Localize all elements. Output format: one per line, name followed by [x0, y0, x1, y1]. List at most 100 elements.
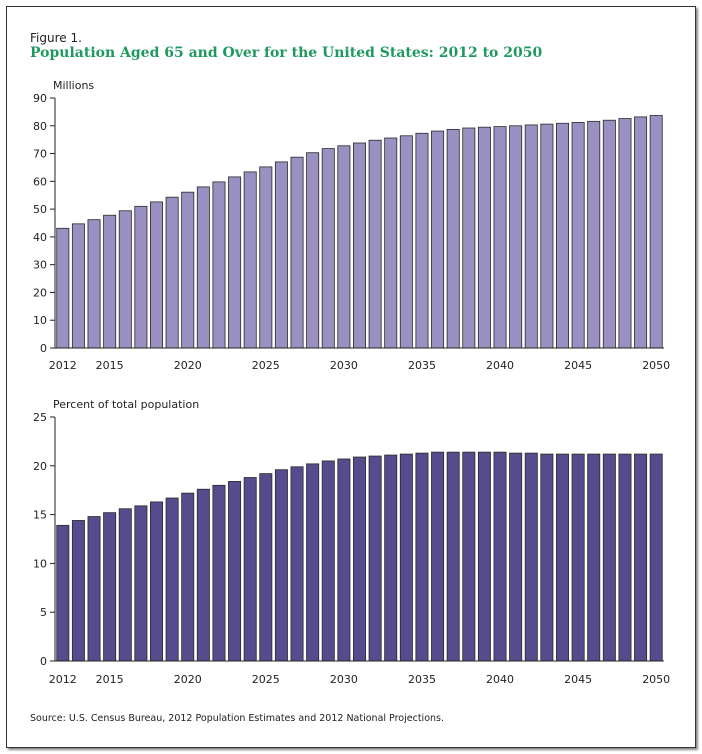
bar-2047	[602, 453, 616, 662]
y-tick-label: 20	[33, 286, 47, 299]
bar-2034	[399, 135, 413, 349]
bar-2028	[306, 463, 320, 662]
bar-2037	[446, 128, 460, 349]
y-tick-label: 0	[40, 655, 47, 668]
bar-2032	[368, 455, 382, 662]
bar-2024	[243, 477, 257, 662]
x-tick-label: 2040	[486, 673, 514, 686]
x-tick-label: 2030	[330, 359, 358, 372]
bar-2033	[384, 454, 398, 662]
bar-2040	[493, 126, 507, 349]
y-tick-label: 10	[33, 557, 47, 570]
bar-2016	[118, 508, 132, 662]
bar-2037	[446, 451, 460, 662]
bar-2042	[524, 124, 538, 349]
bar-2042	[524, 452, 538, 662]
bar-2014	[87, 516, 101, 662]
x-tick-label: 2035	[408, 359, 436, 372]
bar-2033	[384, 137, 398, 349]
bar-2048	[618, 118, 632, 349]
y-tick-label: 0	[40, 342, 47, 355]
x-tick-label: 2025	[252, 673, 280, 686]
bar-2020	[181, 492, 195, 662]
bar-2025	[259, 473, 273, 662]
bar-2017	[134, 505, 148, 662]
y-tick-label: 15	[33, 509, 47, 522]
bar-2034	[399, 453, 413, 662]
x-tick-label: 2045	[564, 673, 592, 686]
bar-2045	[571, 453, 585, 662]
x-tick-label: 2012	[49, 359, 77, 372]
x-tick-label: 2050	[642, 673, 670, 686]
bar-2041	[509, 125, 523, 349]
y-tick-label: 20	[33, 460, 47, 473]
bar-2015	[103, 512, 117, 662]
x-tick-label: 2020	[174, 673, 202, 686]
bar-2019	[165, 497, 179, 662]
bar-2029	[321, 148, 335, 349]
bar-2029	[321, 460, 335, 662]
bar-2027	[290, 466, 304, 662]
y-tick-label: 10	[33, 314, 47, 327]
figure-title: Population Aged 65 and Over for the Unit…	[30, 45, 543, 61]
bar-2044	[556, 453, 569, 662]
bar-2012	[56, 227, 70, 349]
bar-2038	[462, 451, 476, 662]
bar-2028	[306, 152, 320, 349]
bar-2024	[243, 171, 257, 349]
x-tick-label: 2015	[96, 359, 124, 372]
y-tick-label: 60	[33, 175, 47, 188]
bar-2036	[431, 451, 445, 662]
bar-2012	[56, 524, 70, 662]
y-axis-title: Millions	[53, 79, 94, 92]
bar-2039	[477, 126, 491, 349]
y-axis-title: Percent of total population	[53, 398, 199, 411]
bar-2050	[649, 115, 663, 349]
bar-2015	[103, 214, 117, 349]
x-tick-label: 2035	[408, 673, 436, 686]
bar-2026	[274, 469, 288, 662]
bar-2049	[634, 116, 648, 349]
bar-2016	[118, 210, 132, 349]
x-tick-label: 2015	[96, 673, 124, 686]
bar-2013	[71, 223, 85, 349]
x-tick-label: 2025	[252, 359, 280, 372]
bar-2046	[587, 120, 601, 349]
y-tick-label: 40	[33, 231, 47, 244]
y-tick-label: 70	[33, 148, 47, 161]
bar-2025	[259, 166, 273, 349]
bar-2030	[337, 458, 351, 662]
figure-label: Figure 1.	[30, 31, 82, 45]
y-tick-label: 80	[33, 120, 47, 133]
y-tick-label: 25	[33, 411, 47, 424]
bar-2050	[649, 453, 663, 662]
bar-2032	[368, 139, 382, 349]
chart-percent: Percent of total population0510152025201…	[33, 398, 670, 686]
bar-2040	[493, 451, 507, 662]
bar-2035	[415, 132, 429, 349]
bar-2043	[540, 123, 554, 349]
y-tick-label: 30	[33, 259, 47, 272]
bar-2026	[274, 161, 288, 349]
bar-2021	[196, 186, 210, 349]
bar-2018	[150, 501, 163, 662]
bar-2030	[337, 145, 351, 349]
bar-2014	[87, 219, 101, 349]
bar-2023	[228, 481, 242, 662]
x-tick-label: 2040	[486, 359, 514, 372]
bar-2031	[353, 142, 366, 349]
bar-2036	[431, 130, 445, 349]
bar-2049	[634, 453, 648, 662]
bar-2020	[181, 191, 195, 349]
bar-2022	[212, 484, 226, 662]
bar-2048	[618, 453, 632, 662]
y-tick-label: 50	[33, 203, 47, 216]
bar-2017	[134, 205, 148, 349]
bar-2021	[196, 488, 210, 662]
x-tick-label: 2012	[49, 673, 77, 686]
bar-2045	[571, 122, 585, 349]
source-note: Source: U.S. Census Bureau, 2012 Populat…	[30, 713, 444, 724]
bar-2013	[71, 520, 85, 662]
bar-2035	[415, 452, 429, 662]
